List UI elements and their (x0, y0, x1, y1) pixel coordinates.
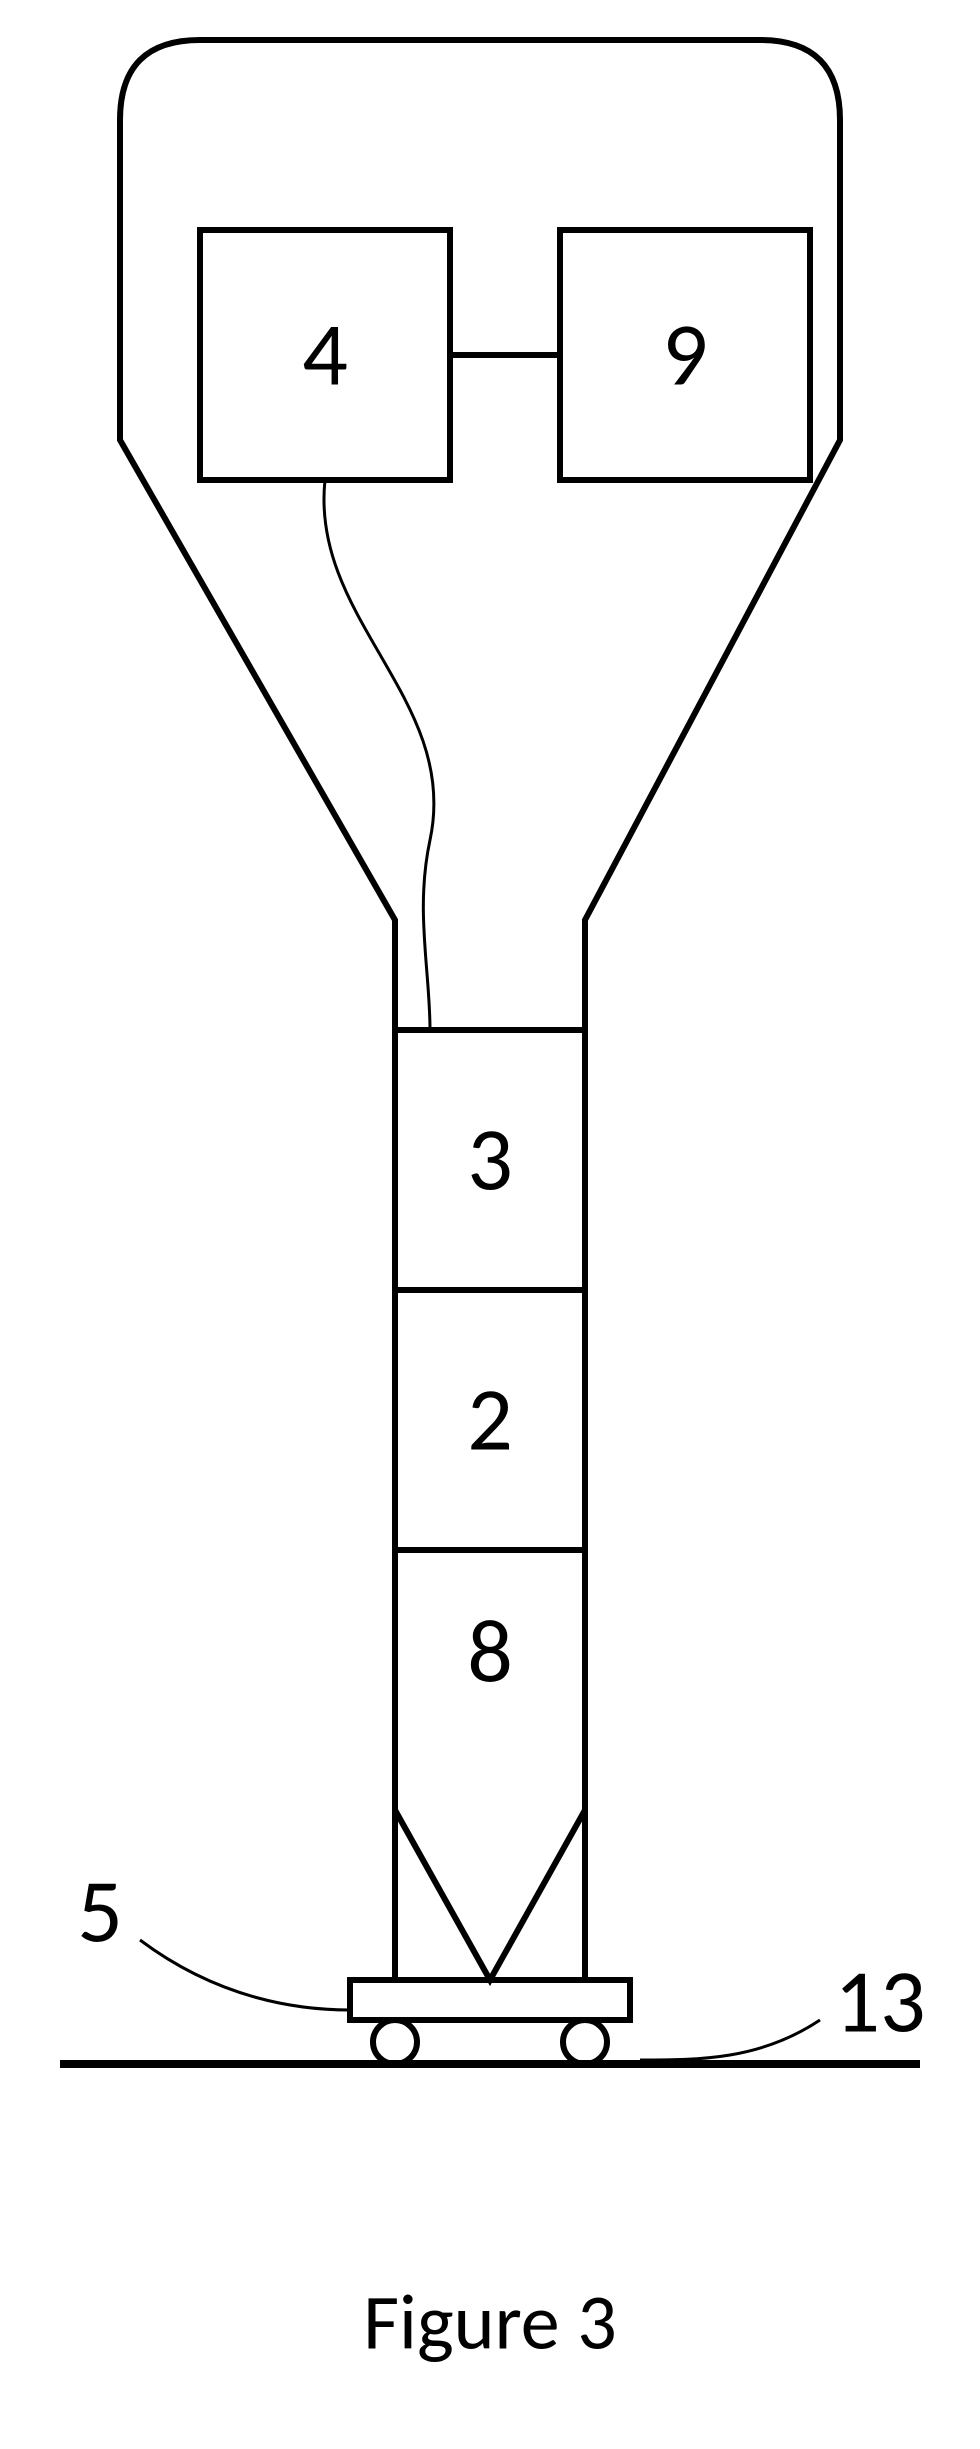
block-4-label: 4 (302, 299, 348, 409)
figure-caption: Figure 3 (363, 2275, 617, 2370)
wheel-left (373, 2020, 417, 2064)
leader-5 (140, 1940, 350, 2010)
stack-bottom-v (395, 1810, 585, 1980)
callout-5-label: 5 (77, 1856, 123, 1966)
stack-seg-8-label: 8 (467, 1596, 513, 1706)
wire-4-to-3 (324, 480, 434, 1030)
stack-seg-2-label: 2 (467, 1364, 513, 1474)
block-9-label: 9 (662, 299, 708, 409)
stack-seg-3-label: 3 (467, 1104, 513, 1214)
wheel-right (563, 2020, 607, 2064)
outer-housing (120, 40, 840, 1030)
callout-13-label: 13 (834, 1946, 925, 2056)
leader-13 (640, 2020, 820, 2060)
